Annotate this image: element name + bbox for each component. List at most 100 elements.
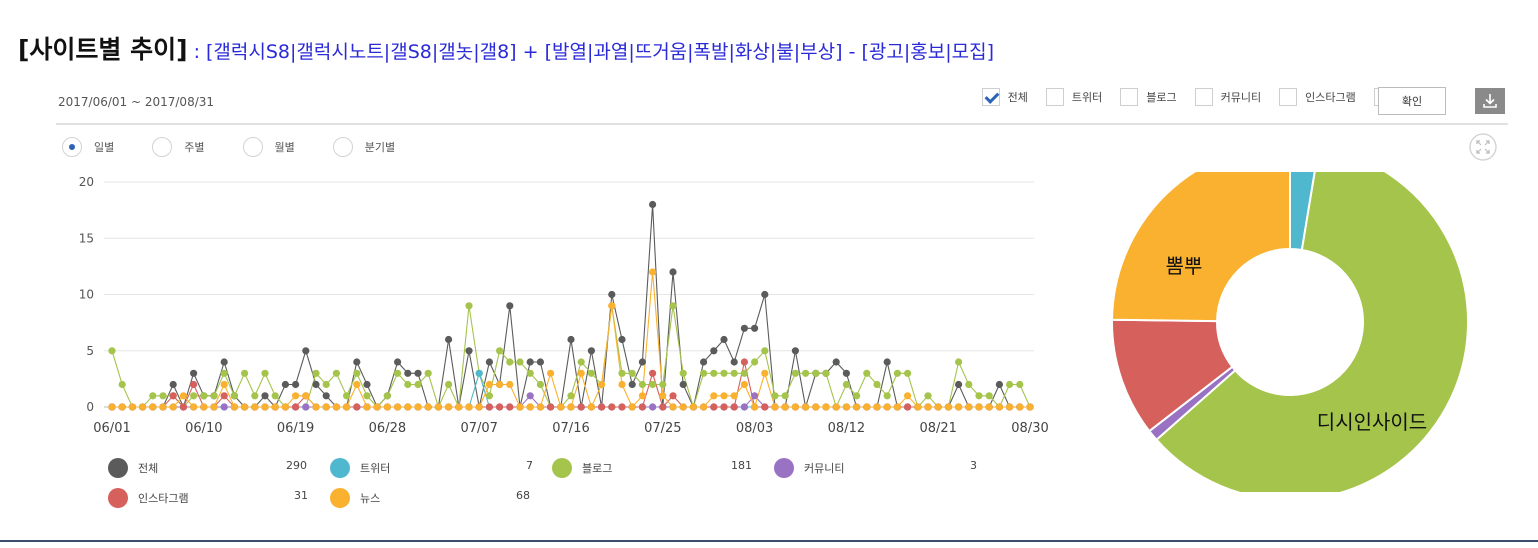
data-point [414,369,422,377]
data-point [904,403,912,411]
x-tick-label: 06/28 [369,421,406,436]
x-tick-label: 08/30 [1011,421,1048,436]
data-point [700,403,708,411]
data-point [445,335,453,344]
checkbox-icon[interactable] [1279,88,1298,106]
data-point [720,335,728,344]
legend-label: 뉴스 [360,492,381,505]
data-point [496,380,504,389]
data-point [587,369,596,377]
slice-label: 디시인사이드 [1317,410,1427,434]
legend-label: 트위터 [360,462,391,475]
legend-label: 블로그 [582,462,613,475]
period-weekly[interactable]: 주별 [152,137,205,157]
data-point [149,403,157,411]
data-point [638,358,647,366]
data-point [1016,380,1024,389]
data-point [730,358,738,366]
data-point [210,392,218,400]
source-filters: 전체 트위터 블로그 커뮤니티 인스타그램 뉴스 [964,88,1420,106]
legend-item-blog[interactable]: 블로그 [552,458,612,478]
data-point [465,347,473,355]
data-point [873,380,881,389]
expand-button[interactable] [1466,132,1500,162]
legend-count: 181 [731,459,752,472]
data-point [608,302,616,310]
data-point [404,403,412,411]
legend-item-twitter[interactable]: 트위터 [330,458,390,478]
data-point [322,403,330,411]
filter-blog[interactable]: 블로그 [1120,88,1177,106]
data-point [200,392,208,400]
data-point [608,403,616,411]
data-point [475,369,483,377]
data-point [404,369,412,377]
data-point [424,403,432,411]
data-point [424,369,432,377]
data-point [516,403,524,411]
data-point [496,403,504,411]
y-tick-label: 5 [86,344,94,358]
data-point [567,392,575,400]
data-point [791,347,800,355]
legend-label: 커뮤니티 [804,462,845,475]
data-point [832,358,840,366]
data-point [526,369,534,377]
data-point [638,403,647,411]
checkbox-icon[interactable] [1194,88,1213,106]
filter-community[interactable]: 커뮤니티 [1194,88,1262,106]
data-point [628,369,636,377]
data-point [516,358,524,366]
period-label: 일별 [94,141,115,154]
radio-icon[interactable] [62,137,82,157]
legend-label: 전체 [138,462,159,475]
filter-label: 인스타그램 [1305,91,1356,104]
data-point [536,358,545,366]
filter-label: 블로그 [1146,91,1177,104]
legend-count: 3 [970,459,977,472]
data-point [343,403,351,411]
period-quarterly[interactable]: 분기별 [332,137,395,157]
legend-item-community[interactable]: 커뮤니티 [774,458,844,478]
period-daily[interactable]: 일별 [62,137,114,157]
legend-count: 290 [286,459,307,472]
filter-instagram[interactable]: 인스타그램 [1279,88,1356,106]
data-point [618,403,626,411]
radio-icon[interactable] [242,137,263,157]
data-point [1026,403,1034,411]
data-point [363,380,371,389]
filter-twitter[interactable]: 트위터 [1045,88,1102,106]
data-point [761,347,769,355]
data-point [730,392,738,400]
checkbox-icon[interactable] [981,88,1000,106]
data-point [720,392,728,400]
data-point [475,403,483,411]
data-point [394,403,402,411]
legend-item-all[interactable]: 전체 [108,458,158,478]
data-point [241,369,249,377]
data-point [842,380,851,389]
filter-label: 커뮤니티 [1220,91,1262,104]
data-point [169,380,177,389]
radio-icon[interactable] [152,137,173,157]
data-point [353,403,361,411]
filter-all[interactable]: 전체 [981,88,1028,106]
legend-item-instagram[interactable]: 인스타그램 [108,488,189,508]
filter-label: 전체 [1007,91,1028,104]
checkbox-icon[interactable] [1120,88,1139,106]
legend-item-news[interactable]: 뉴스 [330,488,380,508]
data-point [526,392,534,400]
data-point [394,369,402,377]
date-range: 2017/06/01 ~ 2017/08/31 [58,95,215,109]
data-point [598,380,606,389]
download-button[interactable] [1475,88,1505,114]
checkbox-icon[interactable] [1045,88,1064,106]
period-monthly[interactable]: 월별 [242,137,295,157]
data-point [485,358,493,366]
radio-icon[interactable] [332,137,353,157]
confirm-button[interactable]: 확인 [1378,87,1446,115]
data-point [302,403,310,411]
series-line [112,371,1030,408]
data-point [169,403,177,411]
data-point [985,403,993,411]
